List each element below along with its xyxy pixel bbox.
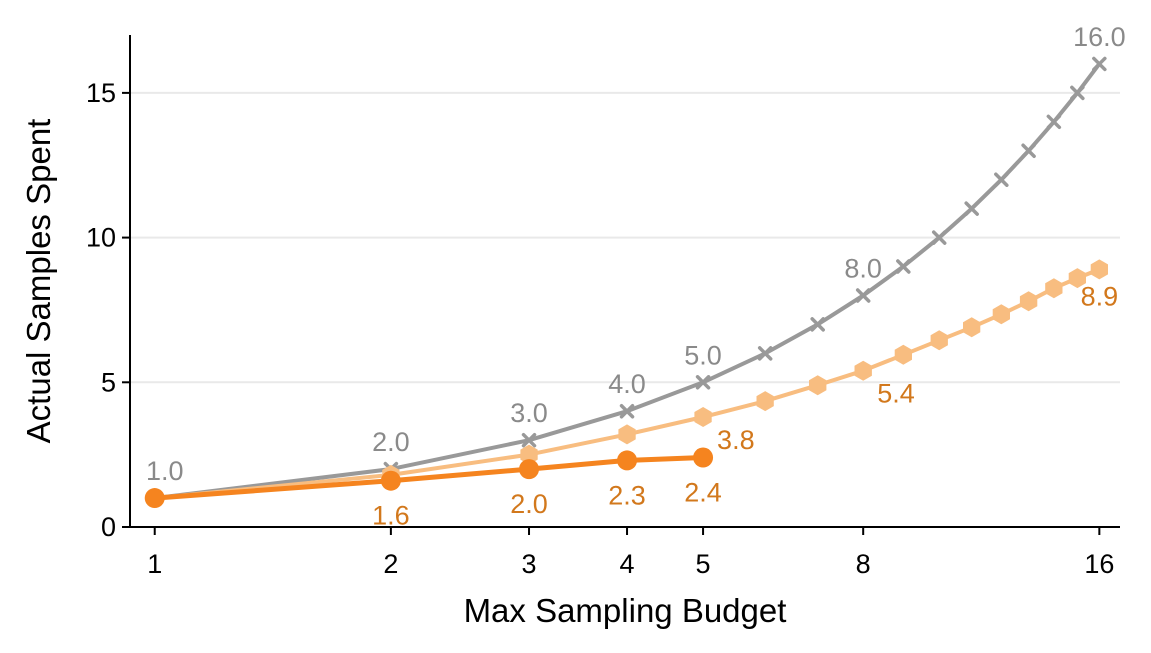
data-point [855,288,871,303]
data-label: 1.6 [372,501,410,531]
data-point [694,407,712,427]
data-label: 5.4 [877,379,915,409]
x-tick-label: 2 [383,549,398,579]
x-tick-label: 4 [620,549,635,579]
data-label: 16.0 [1073,22,1126,52]
data-point [618,424,636,445]
grid-lines [130,91,1120,384]
data-point [809,375,827,396]
data-point [930,330,948,351]
data-label: 8.0 [844,253,882,283]
data-point [894,344,912,365]
series-line [152,267,1102,501]
data-label: 3.0 [510,398,548,428]
data-point [519,459,540,480]
data-point [757,346,773,361]
y-tick-label: 5 [101,367,116,397]
data-point [992,304,1010,325]
data-point [963,317,981,338]
data-point [380,470,401,491]
data-point [964,201,979,216]
data-point [810,317,825,332]
data-point [144,488,165,509]
data-label: 5.0 [684,340,722,370]
data-point [854,360,872,381]
x-tick-label: 3 [522,549,537,579]
x-tick-label: 16 [1084,549,1114,579]
x-tick-label: 5 [696,549,711,579]
data-point [1090,259,1108,280]
series-3 [144,447,714,509]
data-label: 3.8 [717,425,755,455]
data-label: 2.0 [372,427,410,457]
data-label: 4.0 [608,369,646,399]
data-label: 2.0 [510,489,548,519]
data-point [1092,56,1107,72]
data-point [896,259,911,274]
data-point [1019,291,1038,312]
data-point [617,450,638,471]
x-tick-label: 1 [147,549,162,579]
y-tick-label: 10 [86,223,116,253]
x-tick-label: 8 [856,549,871,579]
data-labels: 1.0 2.0 3.0 4.0 5.0 8.0 16.0 3.8 5.4 8.9 1.6 2.0 2.3… [146,22,1126,531]
axes [129,35,1120,528]
data-point [693,447,714,468]
data-point [756,391,774,412]
data-point [695,375,711,390]
data-label: 2.4 [684,478,722,508]
series-layer [144,56,1108,509]
data-point [1070,85,1085,101]
series-line [152,61,1102,501]
data-point [521,432,537,448]
data-point [520,444,538,465]
data-point [1046,114,1062,130]
data-point [1045,278,1063,299]
data-label: 8.9 [1081,281,1119,311]
data-label: 2.3 [608,480,646,510]
ticks: 0 5 10 15 1 2 3 4 5 8 16 [86,78,1114,579]
y-axis-title: Actual Samples Spent [20,119,57,444]
y-tick-label: 15 [86,78,116,108]
data-label: 1.0 [146,456,184,486]
data-point [1021,143,1036,159]
x-axis-title: Max Sampling Budget [464,592,787,629]
data-point [994,172,1009,187]
data-point [1068,268,1086,289]
data-point [931,230,947,245]
y-tick-label: 0 [101,512,116,542]
data-point [619,403,635,419]
